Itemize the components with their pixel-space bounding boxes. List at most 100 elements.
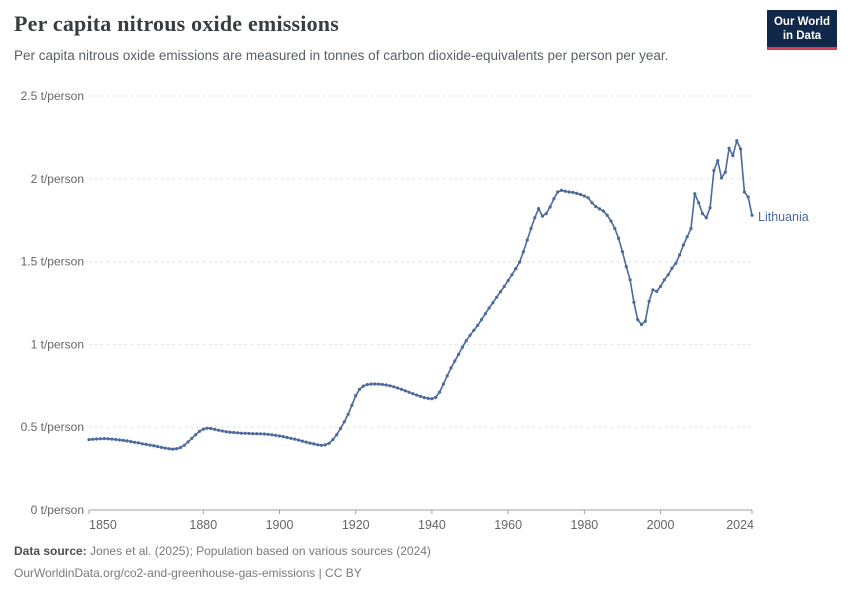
data-point [498,290,503,294]
entity-label[interactable]: Lithuania [758,210,809,224]
data-point [178,446,182,450]
data-point [441,382,445,386]
data-point [476,323,480,327]
data-point [514,267,518,271]
x-axis-label: 1920 [342,518,370,532]
data-point [407,390,411,394]
data-point [213,427,217,431]
data-point [651,288,655,292]
owid-logo-line2: in Data [782,30,822,43]
data-point [628,278,632,282]
datasource-text: Jones et al. (2025); Population based on… [90,544,431,558]
data-point [163,446,167,450]
data-point [582,194,586,198]
data-point [567,190,571,194]
chart-footer: Data source: Jones et al. (2025); Popula… [14,540,431,584]
data-point [624,265,628,269]
data-point [693,192,697,196]
data-point [335,433,339,437]
footer-link-line: OurWorldinData.org/co2-and-greenhouse-ga… [14,562,431,584]
data-point [205,426,209,430]
data-point [201,427,205,431]
data-point [232,430,236,435]
x-axis-label: 1960 [494,518,522,532]
chart-subtitle: Per capita nitrous oxide emissions are m… [14,48,669,63]
data-point [136,441,141,445]
data-point [548,205,552,209]
data-point [723,170,727,174]
data-point [563,189,567,193]
data-point [411,392,415,396]
data-point [319,443,323,447]
data-point [453,359,457,363]
data-point [323,443,327,447]
data-point [719,176,724,180]
x-axis-label: 2000 [647,518,675,532]
data-point [438,390,442,394]
data-point [510,273,514,277]
data-point [426,396,430,400]
data-point [148,443,152,447]
data-point [746,195,750,199]
data-point [434,395,438,399]
data-point [590,201,594,205]
data-point [552,197,556,201]
data-point [357,387,362,391]
y-axis-label: 1.5 t/person [21,255,84,269]
data-point [685,235,689,239]
x-axis-label: 1900 [266,518,294,532]
data-point [468,333,472,337]
data-point [125,439,129,443]
data-point [217,428,221,432]
data-point [518,260,522,264]
data-point [601,209,606,213]
owid-logo-line1: Our World [773,16,830,28]
data-point [620,250,625,254]
data-point [365,383,369,387]
emissions-line[interactable] [88,139,753,450]
data-point [430,397,434,401]
data-point [636,318,640,322]
data-point [121,438,125,442]
data-point [270,433,274,437]
data-point [266,432,270,436]
data-point [297,438,301,442]
data-point [674,261,678,265]
data-point [255,432,259,436]
data-point [617,236,621,240]
data-point [190,436,194,440]
data-point [110,437,114,441]
data-point [220,429,224,433]
data-point [167,447,171,451]
data-point [156,445,160,449]
data-point [609,219,613,223]
data-point [586,196,590,200]
data-point [384,383,388,387]
owid-logo[interactable]: Our World in Data [767,10,837,51]
x-axis-label: 2024 [726,518,754,532]
data-point [735,139,739,143]
data-point [346,412,350,416]
data-point [727,146,731,150]
data-point [133,440,137,444]
page-title: Per capita nitrous oxide emissions [14,11,339,36]
data-point [308,441,312,445]
data-point [247,431,251,436]
data-point [331,438,335,442]
data-point [750,213,754,217]
data-point [197,429,202,433]
data-point [670,266,674,270]
data-point [666,273,670,277]
data-point [316,443,320,447]
data-point [258,432,263,436]
data-point [281,435,285,439]
data-point [472,328,476,332]
data-point [175,447,179,451]
data-point [98,437,102,441]
data-point [678,253,682,257]
data-point [262,432,266,436]
data-point [277,434,282,438]
data-point [495,295,499,299]
footer-url-link[interactable]: OurWorldinData.org/co2-and-greenhouse-ga… [14,566,362,580]
data-point [632,300,636,304]
